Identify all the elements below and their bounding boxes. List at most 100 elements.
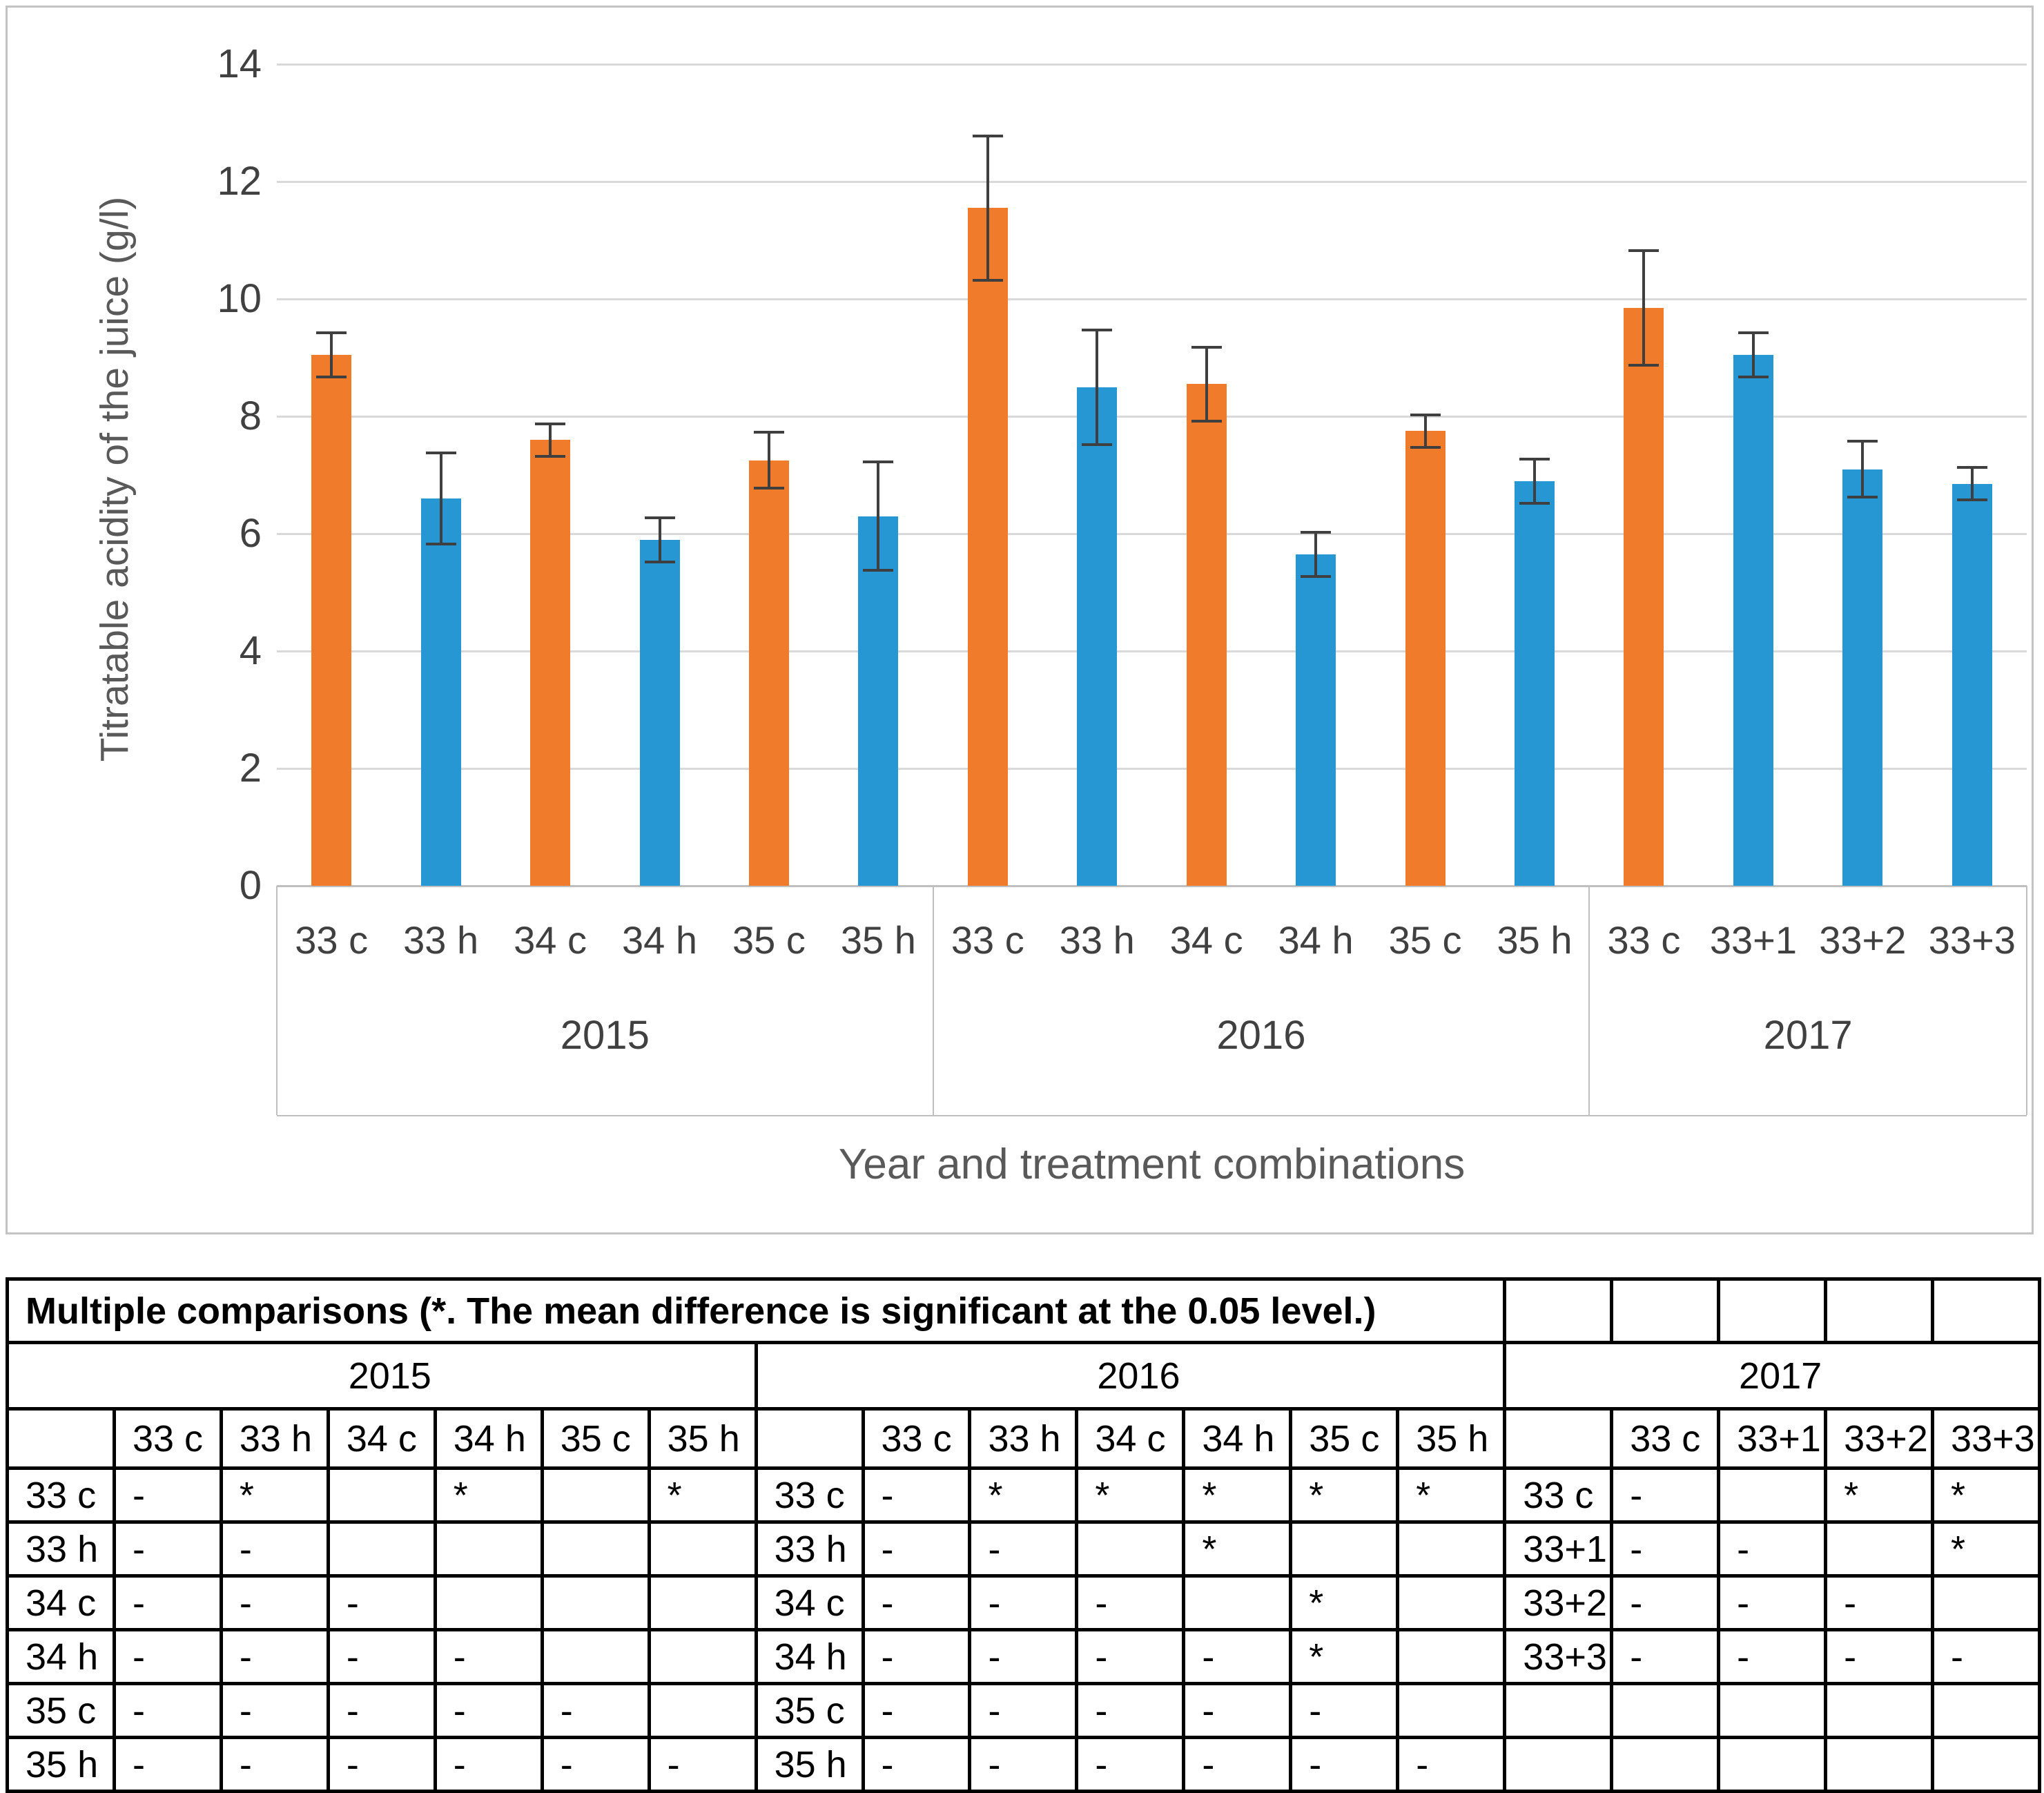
x-category-label: 34 h (1278, 918, 1354, 962)
cmp-cell: * (1931, 1466, 2041, 1524)
cmp-row-label: 33 h (6, 1520, 116, 1578)
bar-2015-35h (858, 516, 899, 886)
cmp-cell: - (1289, 1736, 1400, 1793)
x-category-label: 34 c (1169, 918, 1243, 962)
cmp-title-filler (1610, 1277, 1721, 1344)
cmp-cell (1931, 1574, 2041, 1631)
cmp-filler-cell (1931, 1736, 2041, 1793)
x-year-label-2015: 2015 (560, 1013, 650, 1058)
bar-2015-33h (420, 498, 461, 886)
cmp-data-row: 33 c - * * * 33 c - * * * * * 33 c - * * (6, 1466, 2041, 1524)
cmp-col-header: 34 c (326, 1407, 437, 1470)
cmp-cell: - (1182, 1736, 1293, 1793)
cmp-cell: - (112, 1520, 223, 1578)
error-cap-high (1738, 331, 1769, 334)
cmp-row-label: 35 h (6, 1736, 116, 1793)
cmp-cell: - (433, 1682, 544, 1739)
cmp-cell: - (1824, 1574, 1935, 1631)
cmp-cell: - (968, 1520, 1079, 1578)
bar-2016-33c (967, 208, 1008, 886)
error-cap-low (1191, 419, 1222, 423)
cmp-cell: * (219, 1466, 330, 1524)
error-bar-2015-34c (549, 422, 552, 458)
category-divider (932, 886, 934, 1115)
x-category-label: 33 c (951, 918, 1024, 962)
error-cap-high (1956, 466, 1987, 469)
bar-2017-33+3 (1951, 483, 1992, 886)
gridline-0 (277, 885, 2027, 887)
cmp-corner-cell (754, 1407, 865, 1470)
error-cap-low (425, 543, 456, 545)
cmp-cell: - (540, 1736, 651, 1793)
cmp-title-filler (1824, 1277, 1935, 1344)
cmp-cell: - (1610, 1466, 1721, 1524)
cmp-cell: - (219, 1574, 330, 1631)
cmp-cell: - (219, 1628, 330, 1685)
plot-area: 0 2 4 6 8 10 12 14 33 c 33 h 34 c 34 h 35 c 35 h 2015 3… (8, 8, 2032, 1232)
cmp-cell: - (861, 1466, 972, 1524)
cmp-title-filler (1717, 1277, 1828, 1344)
error-cap-low (1628, 363, 1659, 367)
error-bar-2017-33+3 (1970, 466, 1974, 502)
cmp-cell: - (326, 1736, 437, 1793)
cmp-cell: - (1610, 1574, 1721, 1631)
y-tick-label-10: 10 (217, 276, 262, 321)
cmp-row-label: 33+3 (1503, 1628, 1614, 1685)
cmp-col-header: 33 c (1610, 1407, 1721, 1470)
y-tick-label-4: 4 (239, 628, 262, 673)
error-bar-2015-35h (877, 460, 880, 572)
y-tick-label-0: 0 (239, 863, 262, 908)
x-category-label: 35 c (732, 918, 806, 962)
error-cap-low (1301, 574, 1332, 578)
error-bar-2015-34h (658, 516, 661, 563)
cmp-cell: - (326, 1574, 437, 1631)
cmp-col-header: 35 h (647, 1407, 758, 1470)
cmp-cell: * (1182, 1520, 1293, 1578)
cmp-cell (540, 1466, 651, 1524)
cmp-row-label: 35 c (754, 1682, 865, 1739)
cmp-title-filler (1503, 1277, 1614, 1344)
cmp-cell (647, 1574, 758, 1631)
cmp-cell: - (1289, 1682, 1400, 1739)
cmp-cell (1396, 1682, 1507, 1739)
cmp-cell: - (1075, 1574, 1186, 1631)
category-divider (276, 886, 278, 1115)
cmp-cell: - (861, 1682, 972, 1739)
cmp-cell: - (326, 1682, 437, 1739)
x-category-label: 33+2 (1819, 918, 1907, 962)
cmp-cell: - (861, 1520, 972, 1578)
cmp-cell (1824, 1520, 1935, 1578)
cmp-col-header: 34 h (433, 1407, 544, 1470)
cmp-cell: - (1610, 1628, 1721, 1685)
cmp-filler-cell (1931, 1682, 2041, 1739)
error-bar-2016-33h (1096, 328, 1099, 446)
x-category-label: 35 c (1388, 918, 1462, 962)
category-divider (1588, 886, 1590, 1115)
cmp-cell: - (112, 1628, 223, 1685)
cmp-cell: - (968, 1736, 1079, 1793)
cmp-year-header-2016: 2016 (754, 1341, 1507, 1411)
y-tick-label-12: 12 (217, 159, 262, 204)
cmp-cell: - (433, 1736, 544, 1793)
cmp-cell: * (1182, 1466, 1293, 1524)
cmp-row-label: 35 c (6, 1682, 116, 1739)
cmp-cell (1075, 1520, 1186, 1578)
cmp-row-label: 33+1 (1503, 1520, 1614, 1578)
error-bar-2015-35c (767, 431, 770, 490)
x-category-label: 34 h (622, 918, 698, 962)
cmp-cell: - (1075, 1682, 1186, 1739)
gridline-8 (277, 416, 2027, 418)
cmp-cell: * (1396, 1466, 1507, 1524)
cmp-cell: - (112, 1682, 223, 1739)
cmp-cell: * (968, 1466, 1079, 1524)
y-tick-label-8: 8 (239, 394, 262, 438)
cmp-col-header: 33 h (219, 1407, 330, 1470)
error-cap-high (1191, 346, 1222, 349)
error-cap-low (1410, 445, 1441, 449)
bar-2016-35h (1515, 481, 1555, 886)
cmp-row-label: 33 c (754, 1466, 865, 1524)
cmp-year-header-2017: 2017 (1503, 1341, 2041, 1411)
cmp-row-label: 33 c (6, 1466, 116, 1524)
gridline-14 (277, 64, 2027, 66)
x-category-label: 33 h (1059, 918, 1135, 962)
